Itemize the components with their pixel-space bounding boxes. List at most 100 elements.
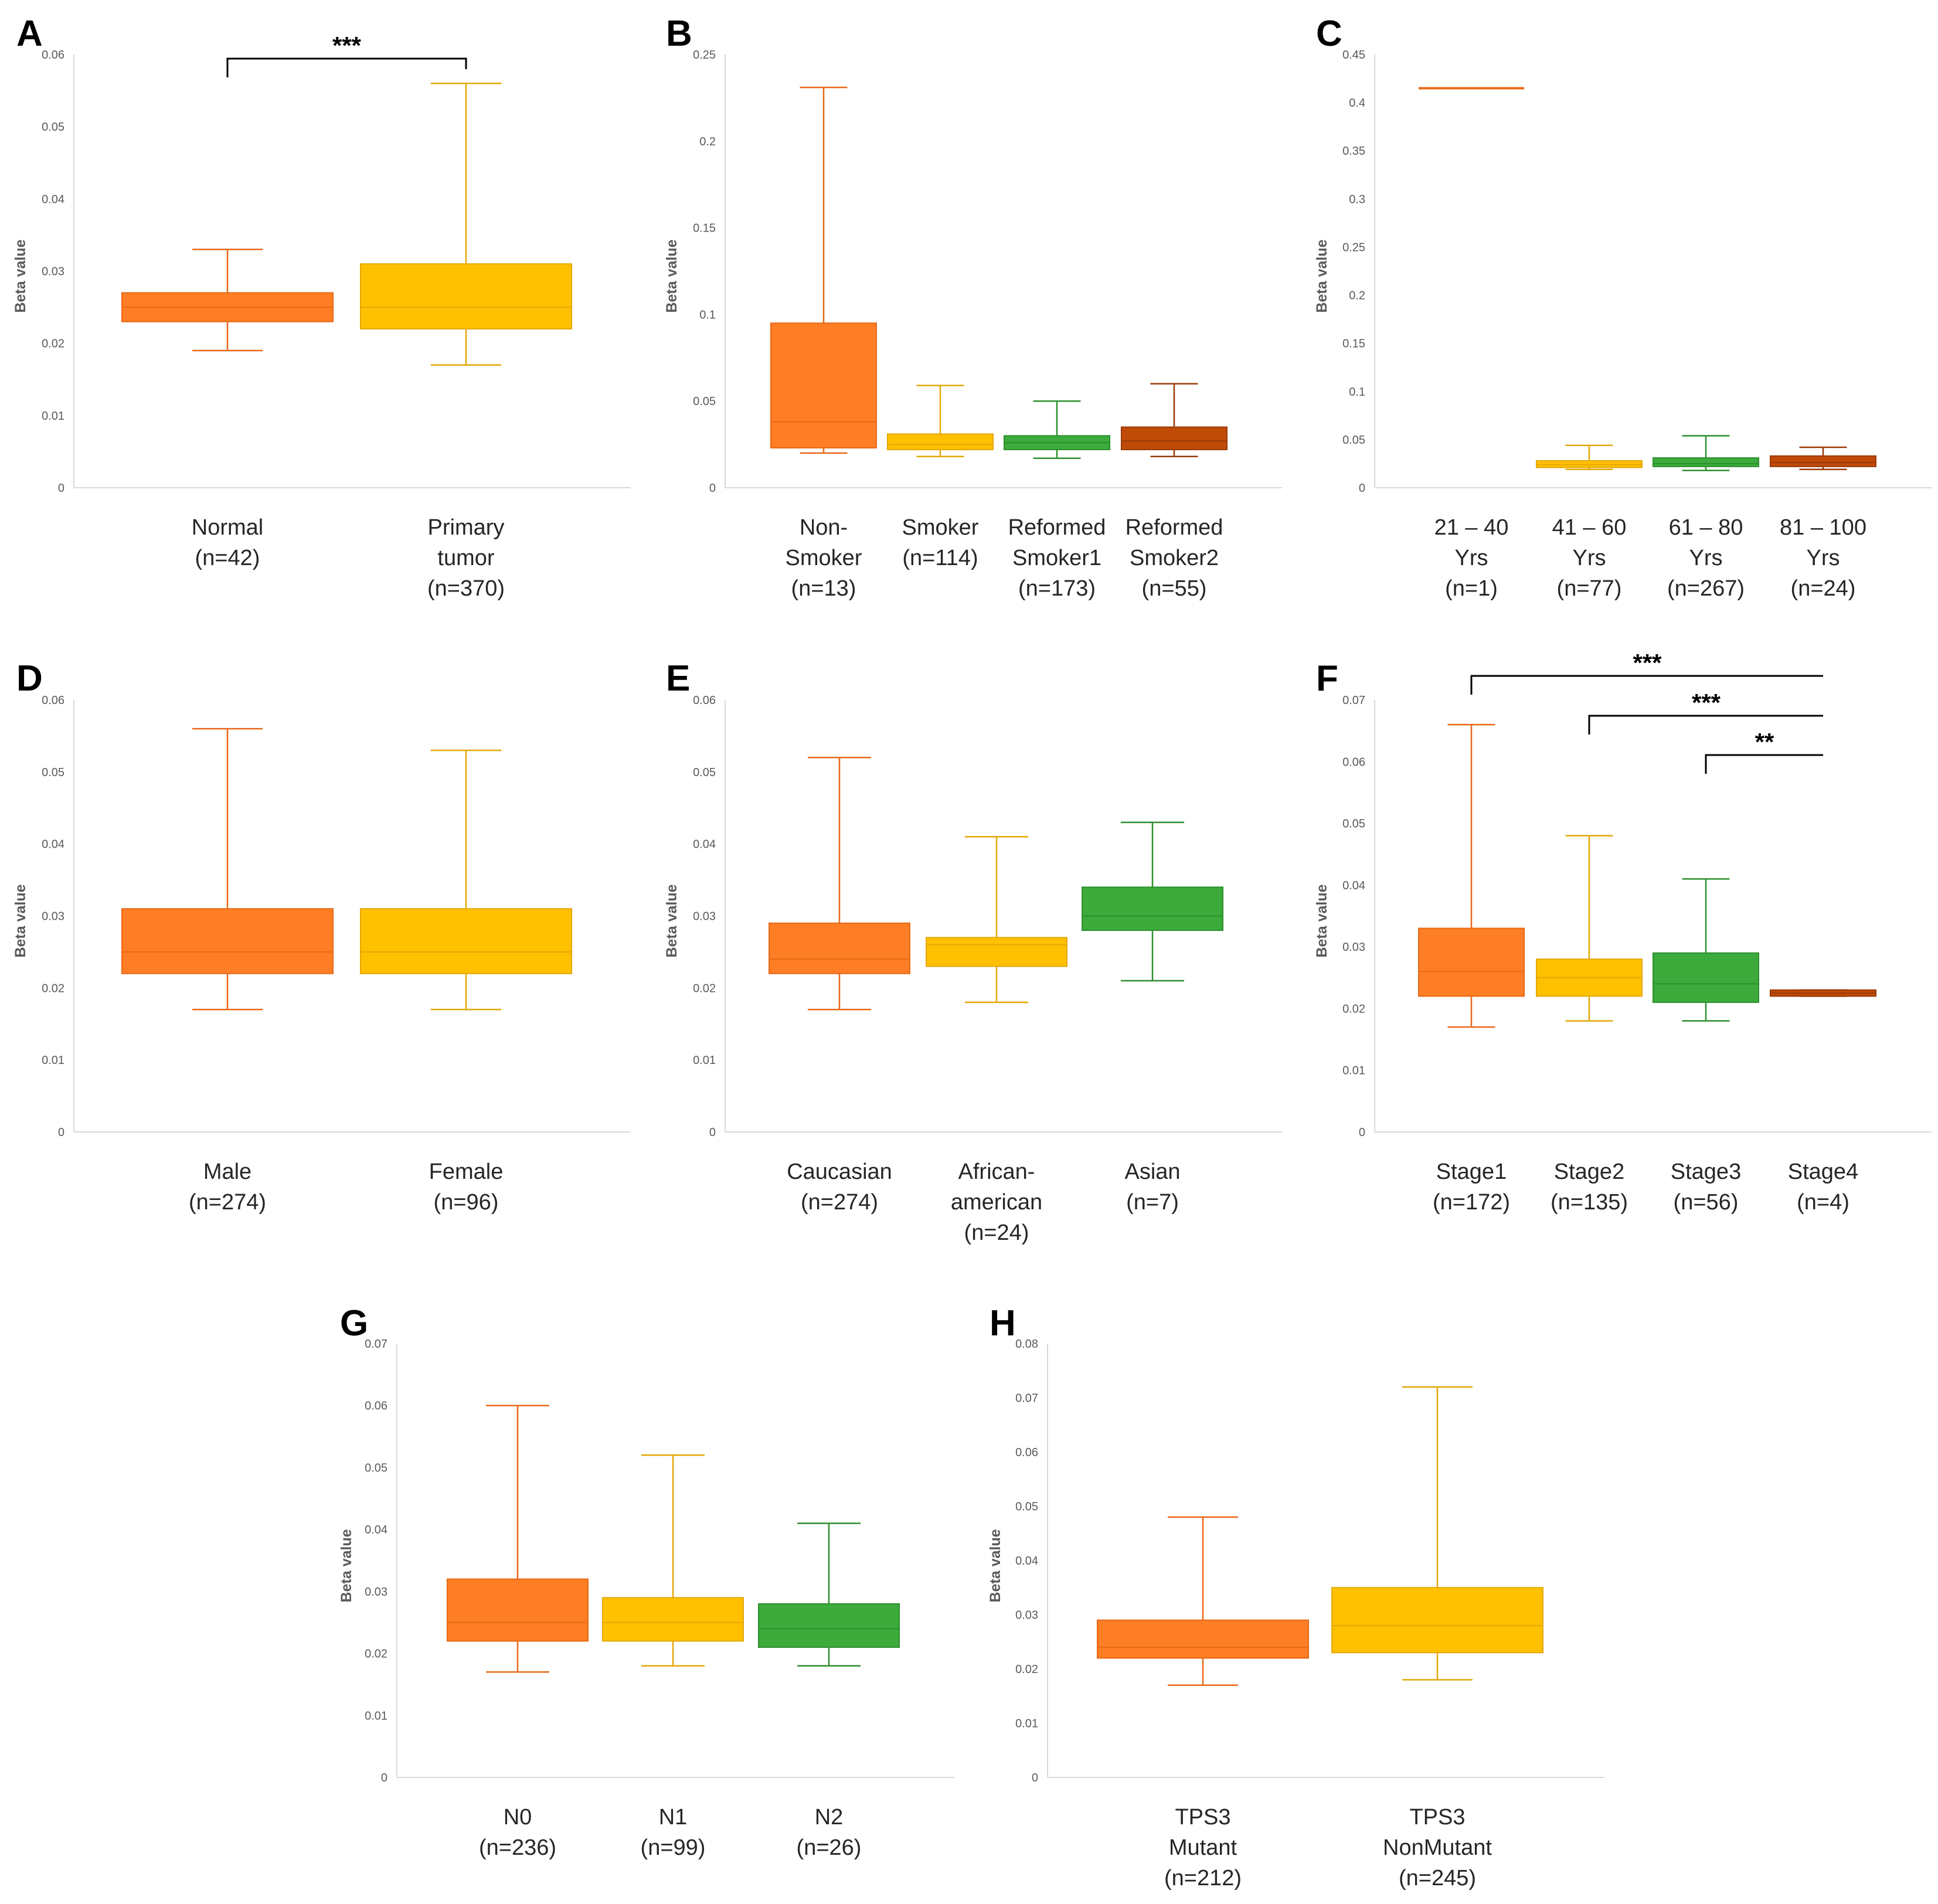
category-label: Yrs bbox=[1455, 546, 1488, 570]
y-tick-label: 0.07 bbox=[1015, 1392, 1038, 1405]
box-3 bbox=[1770, 989, 1876, 997]
category-label: (n=1) bbox=[1445, 576, 1498, 601]
y-tick-label: 0.3 bbox=[1349, 193, 1365, 206]
category-label: Smoker2 bbox=[1130, 546, 1219, 570]
box-0 bbox=[1097, 1516, 1309, 1686]
y-tick-label: 0.4 bbox=[1349, 97, 1365, 110]
y-tick-label: 0.25 bbox=[1342, 241, 1365, 254]
bracket-line bbox=[1705, 754, 1823, 774]
category-label: Non- bbox=[800, 515, 848, 540]
category-label: Yrs bbox=[1689, 546, 1723, 570]
box-0 bbox=[769, 757, 910, 1011]
category-label: Normal bbox=[192, 515, 263, 540]
y-tick-label: 0.03 bbox=[1342, 941, 1365, 954]
y-tick-label: 0.02 bbox=[42, 338, 64, 351]
y-tick-label: 0 bbox=[58, 482, 64, 495]
category-label: (n=24) bbox=[964, 1220, 1029, 1245]
box-iqr bbox=[360, 908, 572, 974]
category-label: 41 – 60 bbox=[1552, 515, 1627, 540]
y-tick-label: 0.06 bbox=[1342, 756, 1365, 769]
box-iqr bbox=[769, 922, 910, 974]
y-tick-label: 0 bbox=[1032, 1772, 1038, 1784]
category-label: (n=13) bbox=[791, 576, 856, 601]
category-label: NonMutant bbox=[1383, 1835, 1492, 1860]
y-tick-label: 0 bbox=[709, 482, 716, 495]
significance-bracket: *** bbox=[226, 32, 467, 77]
y-tick-label: 0.01 bbox=[693, 1054, 716, 1067]
category-label: (n=4) bbox=[1797, 1190, 1849, 1215]
y-tick-label: 0.04 bbox=[42, 193, 64, 206]
box-1 bbox=[360, 749, 572, 1011]
significance-label: *** bbox=[1633, 649, 1662, 676]
y-tick-label: 0.06 bbox=[42, 49, 64, 62]
category-label: (n=245) bbox=[1399, 1866, 1476, 1891]
y-axis-title: Beta value bbox=[12, 884, 29, 957]
y-tick-label: 0 bbox=[381, 1772, 387, 1784]
box-2 bbox=[1653, 878, 1759, 1022]
box-iqr bbox=[1082, 886, 1223, 931]
category-label: (n=56) bbox=[1674, 1190, 1739, 1215]
y-tick-label: 0 bbox=[709, 1126, 716, 1139]
category-label: (n=212) bbox=[1164, 1866, 1242, 1891]
y-tick-label: 0.05 bbox=[42, 121, 64, 134]
box-iqr bbox=[447, 1578, 589, 1642]
box-1 bbox=[360, 83, 572, 366]
category-label: (n=236) bbox=[479, 1835, 556, 1860]
box-iqr bbox=[1121, 426, 1228, 450]
y-tick-label: 0.03 bbox=[1015, 1609, 1038, 1622]
box-iqr bbox=[121, 908, 334, 974]
category-label: N2 bbox=[815, 1805, 844, 1830]
category-label: 21 – 40 bbox=[1434, 515, 1509, 540]
category-label: Mutant bbox=[1169, 1835, 1237, 1860]
category-label: (n=55) bbox=[1142, 576, 1207, 601]
y-tick-label: 0.02 bbox=[1342, 1002, 1365, 1015]
significance-bracket: *** bbox=[1588, 689, 1823, 735]
box-1 bbox=[926, 836, 1067, 1004]
panel-letter: D bbox=[16, 658, 43, 699]
category-label: N1 bbox=[659, 1805, 688, 1830]
y-tick-label: 0.02 bbox=[365, 1648, 387, 1661]
box-iqr bbox=[1770, 455, 1876, 467]
panel-letter: G bbox=[340, 1303, 368, 1344]
y-tick-label: 0.01 bbox=[1342, 1065, 1365, 1077]
panel-d: D 0 0.01 0.02 0.03 0.04 0.05 0.06 Beta value Male… bbox=[12, 658, 631, 1215]
category-label: TPS3 bbox=[1175, 1805, 1230, 1830]
y-tick-label: 0.06 bbox=[693, 694, 716, 707]
panel-letter: F bbox=[1316, 658, 1338, 699]
y-tick-label: 0.04 bbox=[42, 838, 64, 851]
box-1 bbox=[602, 1454, 744, 1667]
y-tick-label: 0.05 bbox=[365, 1461, 387, 1474]
y-tick-label: 0.08 bbox=[1015, 1338, 1038, 1351]
y-tick-label: 0.2 bbox=[699, 135, 716, 148]
y-tick-label: 0.04 bbox=[365, 1524, 387, 1536]
category-label: Yrs bbox=[1807, 546, 1840, 570]
y-tick-label: 0.25 bbox=[693, 49, 716, 62]
y-tick-label: 0.01 bbox=[42, 410, 64, 423]
category-label: tumor bbox=[437, 546, 494, 570]
category-label: (n=267) bbox=[1667, 576, 1745, 601]
category-label: (n=99) bbox=[641, 1835, 706, 1860]
category-label: Asian bbox=[1124, 1160, 1180, 1184]
y-tick-label: 0.06 bbox=[365, 1400, 387, 1413]
box-1 bbox=[1331, 1386, 1543, 1681]
category-label: Male bbox=[203, 1160, 251, 1184]
category-label: american bbox=[951, 1190, 1042, 1215]
category-label: (n=77) bbox=[1557, 576, 1622, 601]
y-tick-label: 0.05 bbox=[693, 395, 716, 408]
y-tick-label: 0.01 bbox=[365, 1709, 387, 1722]
category-label: (n=135) bbox=[1551, 1190, 1628, 1215]
y-tick-label: 0 bbox=[1359, 482, 1365, 495]
box-iqr bbox=[887, 433, 994, 450]
box-iqr bbox=[602, 1597, 744, 1642]
y-tick-label: 0.07 bbox=[365, 1338, 387, 1351]
y-tick-label: 0.03 bbox=[693, 910, 716, 923]
category-label: Female bbox=[429, 1160, 504, 1184]
y-tick-label: 0.02 bbox=[693, 982, 716, 995]
category-label: Stage1 bbox=[1436, 1160, 1507, 1184]
box-0 bbox=[121, 727, 334, 1011]
box-iqr bbox=[1418, 927, 1525, 997]
category-label: 61 – 80 bbox=[1669, 515, 1743, 540]
box-iqr bbox=[1653, 952, 1759, 1003]
y-tick-label: 0.06 bbox=[1015, 1446, 1038, 1459]
